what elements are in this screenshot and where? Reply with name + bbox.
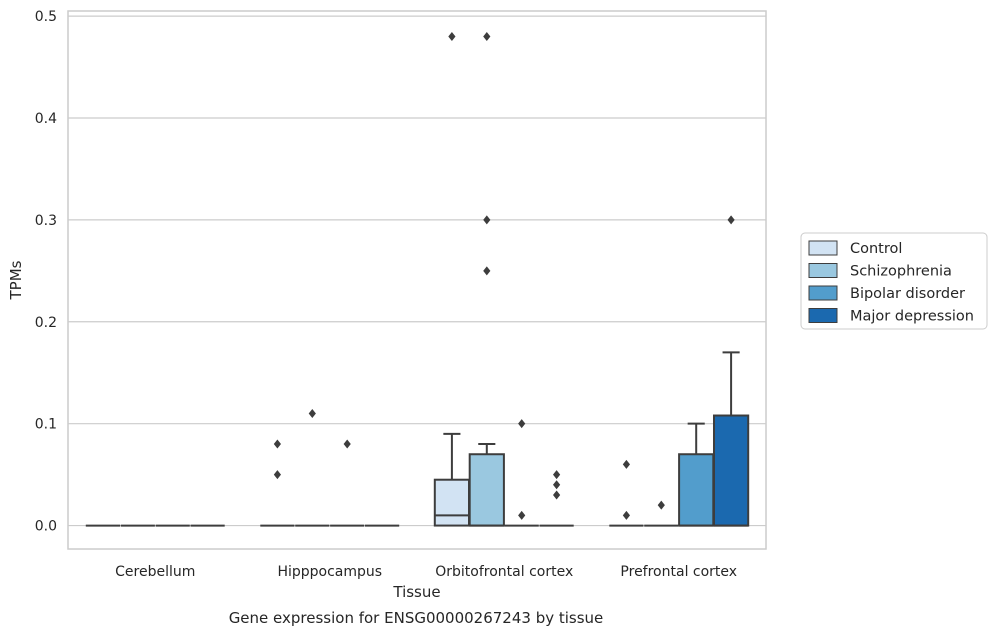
outlier-point: [483, 215, 491, 225]
x-tick-label: Prefrontal cortex: [620, 564, 737, 580]
x-tick-labels: Cerebellum Hipppocampus Orbitofrontal cort…: [115, 564, 737, 580]
box-schizophrenia: [468, 31, 505, 527]
legend: Control Schizophrenia Bipolar disorder Majo…: [800, 232, 988, 330]
outlier-point: [308, 408, 316, 418]
legend-swatch: [808, 308, 838, 323]
legend-swatch: [808, 240, 838, 256]
box-schizophrenia: [295, 408, 330, 527]
outlier-point: [553, 470, 561, 480]
box-control: [609, 459, 644, 527]
box-control: [433, 31, 471, 527]
box-body: [468, 453, 505, 527]
box-body: [712, 414, 750, 527]
x-tick-label: Orbitofrontal cortex: [435, 564, 573, 580]
legend-swatch: [808, 263, 838, 278]
legend-label: Control: [850, 241, 902, 257]
y-tick-label: 0.0: [35, 519, 57, 535]
box-major-depression: [712, 215, 750, 527]
legend-label: Major depression: [850, 309, 974, 325]
outlier-point: [518, 510, 526, 520]
legend-swatch: [808, 285, 838, 301]
outlier-point: [273, 439, 281, 449]
outlier-point: [483, 31, 491, 41]
legend-frame: [800, 232, 988, 330]
legend-label: Schizophrenia: [850, 264, 952, 280]
y-tick-labels: 0.0 0.1 0.2 0.3 0.4 0.5: [35, 9, 57, 534]
gridlines: [68, 15, 766, 527]
x-tick-label: Hipppocampus: [277, 564, 382, 580]
outlier-point: [657, 500, 665, 510]
outlier-point: [518, 419, 526, 429]
box-schizophrenia: [644, 500, 679, 527]
outlier-point: [273, 470, 281, 480]
y-tick-label: 0.4: [35, 111, 57, 127]
y-tick-label: 0.3: [35, 213, 57, 229]
box-major-depression: [539, 470, 574, 527]
y-tick-label: 0.5: [35, 9, 57, 25]
y-tick-label: 0.1: [35, 417, 57, 433]
y-axis-label: TPMs: [7, 260, 25, 300]
box-body: [678, 453, 715, 527]
chart-caption: Gene expression for ENSG00000267243 by t…: [229, 609, 604, 627]
outlier-point: [553, 480, 561, 490]
outlier-point: [727, 215, 735, 225]
x-axis-label: Tissue: [392, 583, 440, 601]
box-bipolar-disorder: [678, 422, 715, 527]
legend-label: Bipolar disorder: [850, 286, 965, 302]
plot-frame: [67, 10, 767, 550]
outlier-point: [622, 459, 630, 469]
outlier-point: [343, 439, 351, 449]
x-tick-label: Cerebellum: [115, 564, 195, 580]
box-control: [260, 439, 295, 527]
outlier-point: [483, 266, 491, 276]
outlier-point: [448, 31, 456, 41]
outlier-point: [553, 490, 561, 500]
box-bipolar-disorder: [504, 419, 539, 527]
y-tick-label: 0.2: [35, 315, 57, 331]
box-series: [85, 31, 750, 527]
outlier-point: [622, 510, 630, 520]
box-bipolar-disorder: [330, 439, 365, 527]
box-body: [433, 478, 471, 527]
